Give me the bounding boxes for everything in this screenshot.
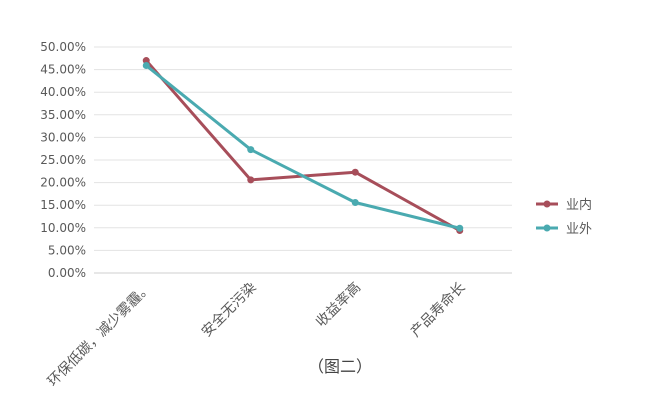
legend-label: 业外 [566,222,592,237]
y-tick-label: 30.00% [40,130,86,144]
x-tick-label: 收益率高 [312,279,364,331]
x-tick-label: 产品寿命长 [407,279,469,341]
grid-layer [94,46,512,274]
legend-marker [543,224,551,232]
y-tick-label: 25.00% [40,153,86,167]
y-tick-label: 40.00% [40,85,86,99]
x-tick-label: 安全无污染 [198,279,260,341]
x-tick-label: 环保低碳，减少雾霾。 [45,280,155,390]
data-point [456,224,464,232]
data-point [247,176,255,184]
series-line [144,64,462,230]
y-tick-label: 50.00% [40,40,86,54]
y-tick-label: 0.00% [48,266,86,280]
legend-label: 业内 [566,197,592,213]
data-point [351,168,359,176]
series-layer [142,57,464,235]
legend-marker [543,200,551,208]
y-tick-label: 45.00% [40,63,86,77]
y-tick-layer: 0.00% 5.00% 10.00% 15.00% 20.00% 25.00% 30.00%… [40,40,86,280]
chart-caption: （图二） [308,357,372,376]
y-tick-label: 35.00% [40,108,86,122]
data-point [142,57,150,65]
data-point [351,198,359,206]
x-label-layer: 环保低碳，减少雾霾。 安全无污染 收益率高 产品寿命长 [45,279,469,390]
y-tick-label: 20.00% [40,176,86,190]
y-tick-label: 10.00% [40,221,86,235]
y-tick-label: 5.00% [48,243,86,257]
y-tick-label: 15.00% [40,198,86,212]
data-point [247,146,255,154]
data-point [142,62,150,70]
